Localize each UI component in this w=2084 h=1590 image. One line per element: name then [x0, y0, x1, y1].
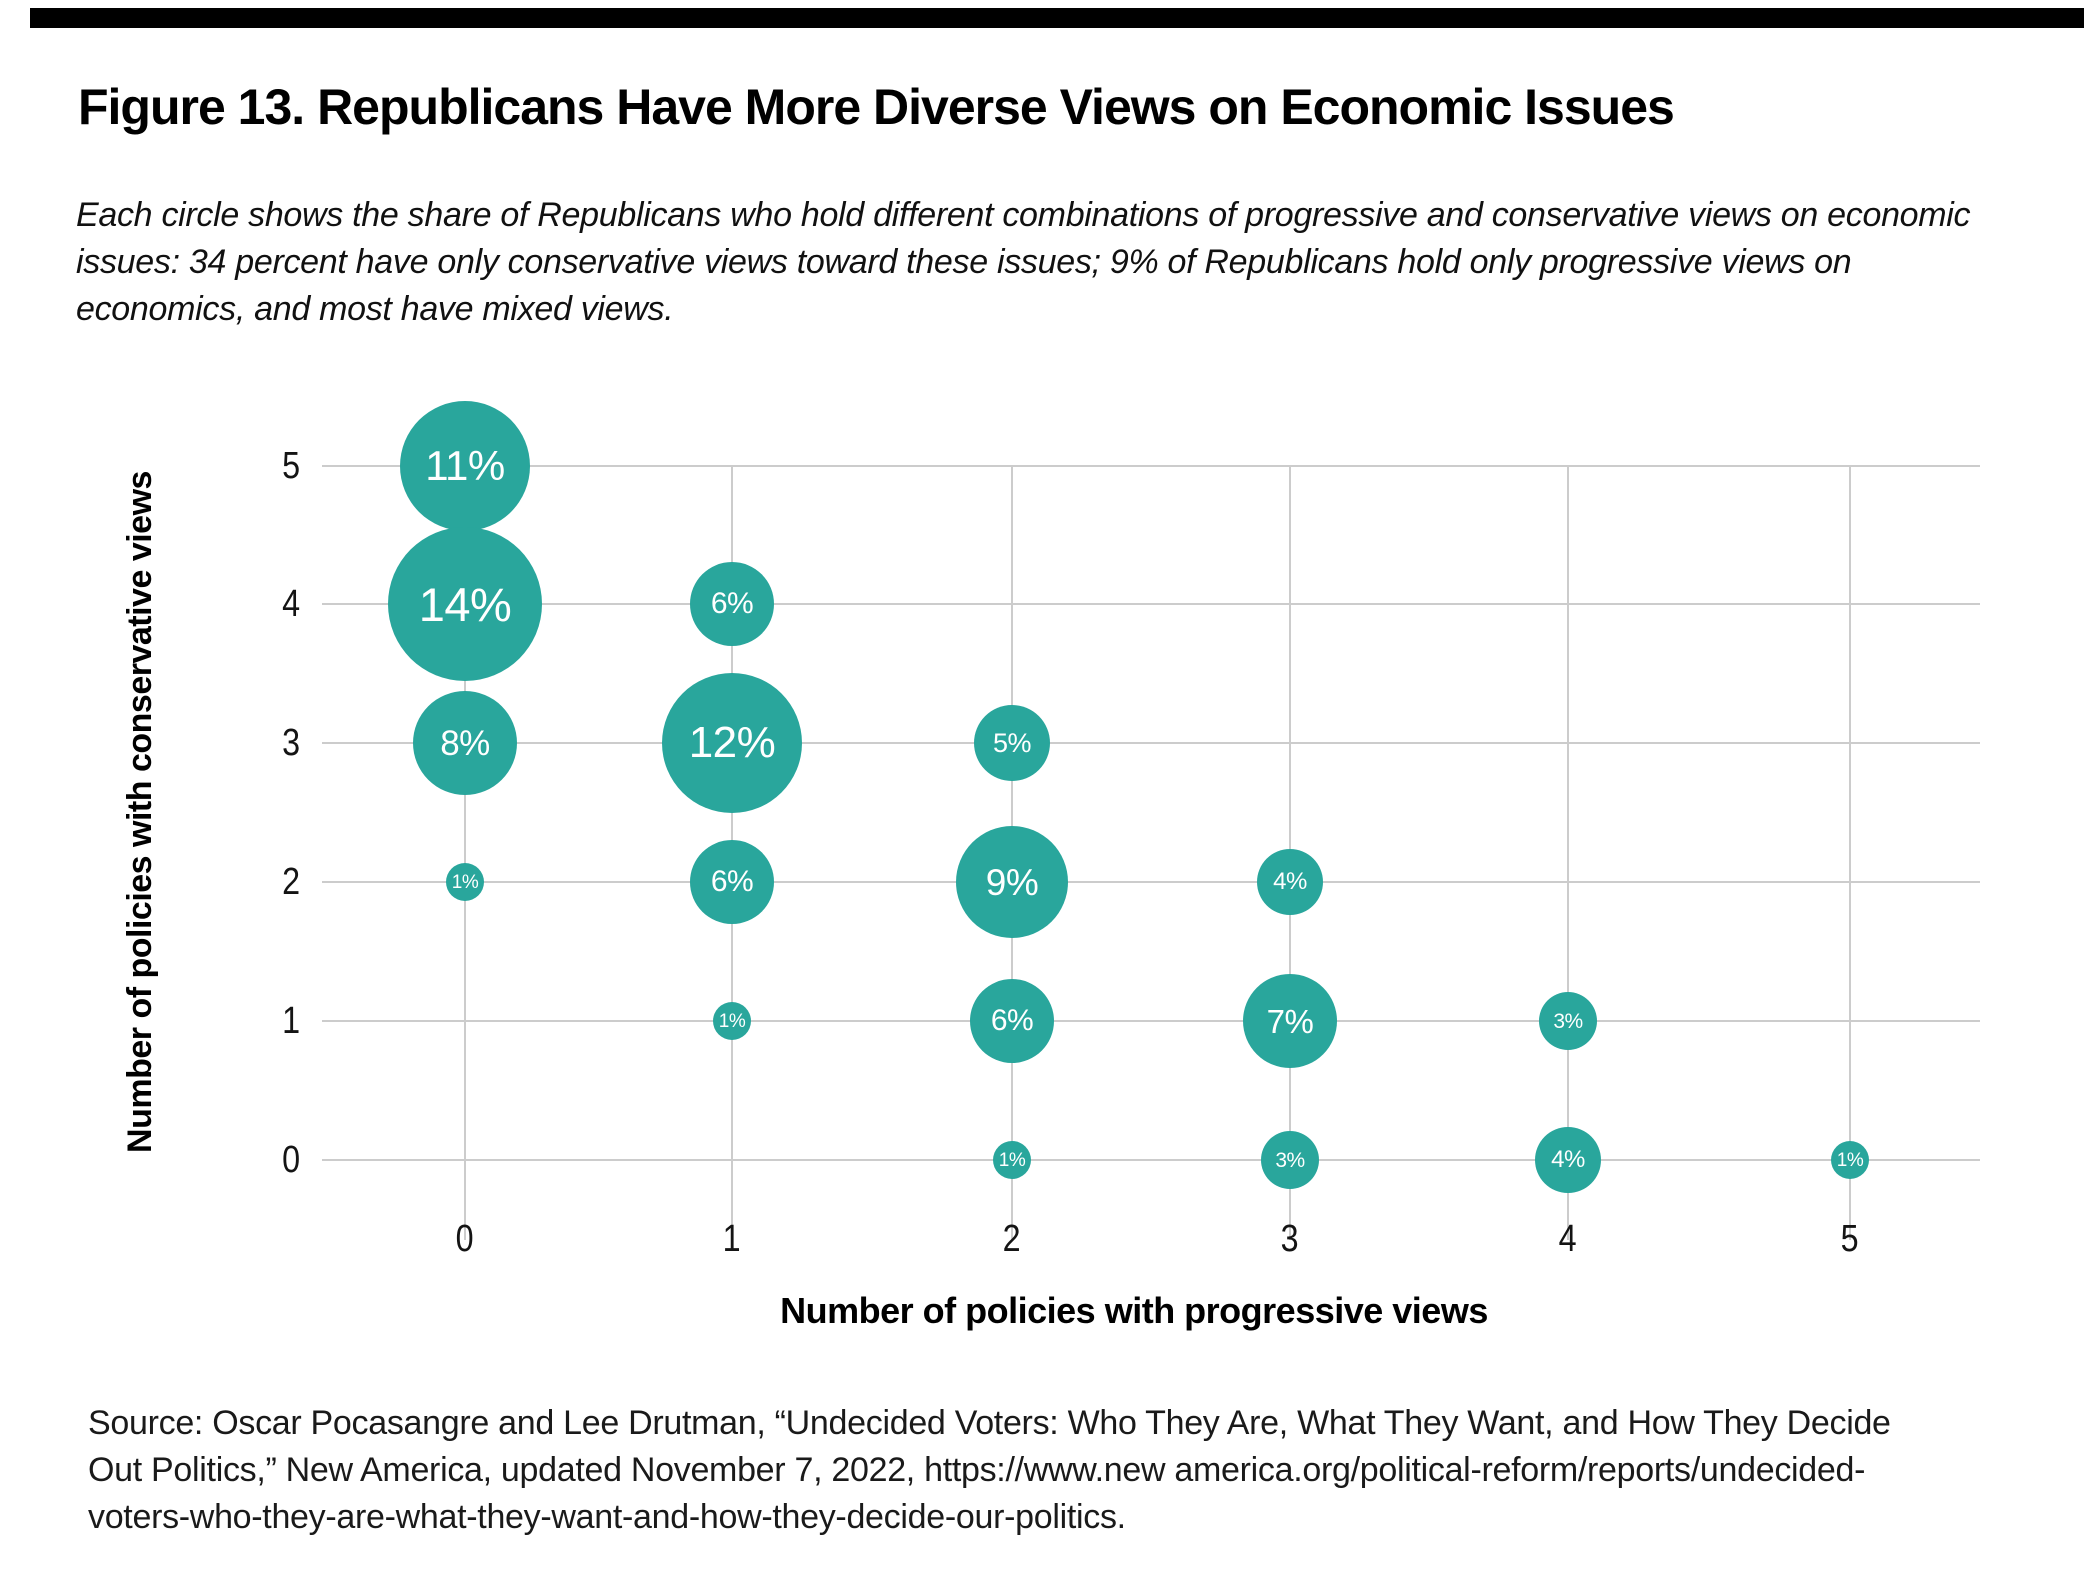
x-tick-label-1: 1: [672, 1214, 792, 1264]
figure-title: Figure 13. Republicans Have More Diverse…: [78, 79, 1675, 135]
bubble-value-label: 8%: [440, 723, 490, 763]
y-tick-label-0: 0: [190, 1134, 300, 1186]
bubble-2-3: 5%: [974, 705, 1050, 781]
bubble-1-2: 6%: [690, 840, 774, 924]
description-line: economics, and most have mixed views.: [76, 290, 674, 328]
horizontal-gridline: [322, 742, 1980, 744]
top-accent-bar: [30, 8, 2084, 28]
source-note: Source: Oscar Pocasangre and Lee Drutman…: [88, 1400, 2048, 1541]
x-axis-title: Number of policies with progressive view…: [780, 1290, 1488, 1331]
vertical-gridline: [1849, 466, 1851, 1240]
x-tick-label-5: 5: [1790, 1214, 1910, 1264]
y-tick-label-5: 5: [190, 440, 300, 492]
bubble-value-label: 6%: [710, 865, 754, 898]
bubble-value-label: 1%: [1836, 1149, 1864, 1171]
vertical-gridline: [464, 466, 466, 1240]
x-tick-label-0: 0: [405, 1214, 525, 1264]
bubble-value-label: 4%: [1551, 1146, 1585, 1173]
x-tick-label-4: 4: [1508, 1214, 1628, 1264]
bubble-value-label: 7%: [1266, 1002, 1314, 1040]
horizontal-gridline: [322, 1020, 1980, 1022]
bubble-3-0: 3%: [1261, 1131, 1319, 1189]
bubble-value-label: 3%: [1553, 1009, 1583, 1033]
y-tick-text: 3: [282, 722, 300, 764]
y-tick-text: 0: [282, 1139, 300, 1181]
vertical-gridline: [1567, 466, 1569, 1240]
y-axis-title: Number of policies with conservative vie…: [121, 471, 159, 1153]
y-tick-label-2: 2: [190, 856, 300, 908]
description-line: Each circle shows the share of Republica…: [76, 196, 1971, 234]
x-tick-text: 0: [456, 1218, 474, 1260]
figure-description: Each circle shows the share of Republica…: [76, 192, 2036, 333]
bubble-value-label: 11%: [425, 442, 505, 489]
x-tick-text: 2: [1003, 1218, 1021, 1260]
bubble-0-5: 11%: [400, 401, 530, 531]
y-tick-text: 4: [282, 583, 300, 625]
bubble-2-0: 1%: [993, 1141, 1031, 1179]
bubble-1-4: 6%: [690, 562, 774, 646]
bubble-value-label: 12%: [688, 718, 776, 767]
bubble-0-2: 1%: [446, 863, 484, 901]
bubble-3-1: 7%: [1243, 974, 1337, 1068]
bubble-4-1: 3%: [1539, 992, 1597, 1050]
x-tick-text: 4: [1559, 1218, 1577, 1260]
source-line: Out Politics,” New America, updated Nove…: [88, 1451, 1866, 1489]
x-tick-label-2: 2: [952, 1214, 1072, 1264]
bubble-value-label: 1%: [998, 1149, 1026, 1171]
description-line: issues: 34 percent have only conservativ…: [76, 243, 1852, 281]
bubble-value-label: 9%: [985, 861, 1039, 903]
y-tick-label-3: 3: [190, 717, 300, 769]
bubble-1-1: 1%: [713, 1002, 751, 1040]
bubble-3-2: 4%: [1257, 849, 1323, 915]
bubble-0-3: 8%: [413, 691, 517, 795]
x-tick-text: 1: [723, 1218, 741, 1260]
source-line: Source: Oscar Pocasangre and Lee Drutman…: [88, 1404, 1891, 1442]
bubble-value-label: 1%: [718, 1010, 746, 1032]
bubble-4-0: 4%: [1535, 1127, 1601, 1193]
x-tick-text: 3: [1281, 1218, 1299, 1260]
horizontal-gridline: [322, 465, 1980, 467]
bubble-5-0: 1%: [1831, 1141, 1869, 1179]
bubble-value-label: 1%: [451, 871, 479, 893]
source-line: voters-who-they-are-what-they-want-and-h…: [88, 1498, 1126, 1536]
bubble-2-1: 6%: [970, 979, 1054, 1063]
y-tick-text: 1: [282, 1000, 300, 1042]
x-tick-text: 5: [1841, 1218, 1859, 1260]
y-tick-text: 2: [282, 861, 300, 903]
bubble-value-label: 5%: [992, 727, 1032, 758]
horizontal-gridline: [322, 603, 1980, 605]
bubble-1-3: 12%: [662, 673, 802, 813]
y-tick-text: 5: [282, 445, 300, 487]
bubble-0-4: 14%: [388, 527, 542, 681]
horizontal-gridline: [322, 1159, 1980, 1161]
bubble-value-label: 6%: [990, 1004, 1034, 1037]
bubble-value-label: 6%: [710, 587, 754, 620]
bubble-value-label: 3%: [1275, 1148, 1305, 1172]
horizontal-gridline: [322, 881, 1980, 883]
x-tick-label-3: 3: [1230, 1214, 1350, 1264]
y-tick-label-1: 1: [190, 995, 300, 1047]
bubble-2-2: 9%: [956, 826, 1068, 938]
bubble-value-label: 4%: [1273, 868, 1307, 895]
bubble-value-label: 14%: [418, 577, 512, 631]
y-tick-label-4: 4: [190, 578, 300, 630]
